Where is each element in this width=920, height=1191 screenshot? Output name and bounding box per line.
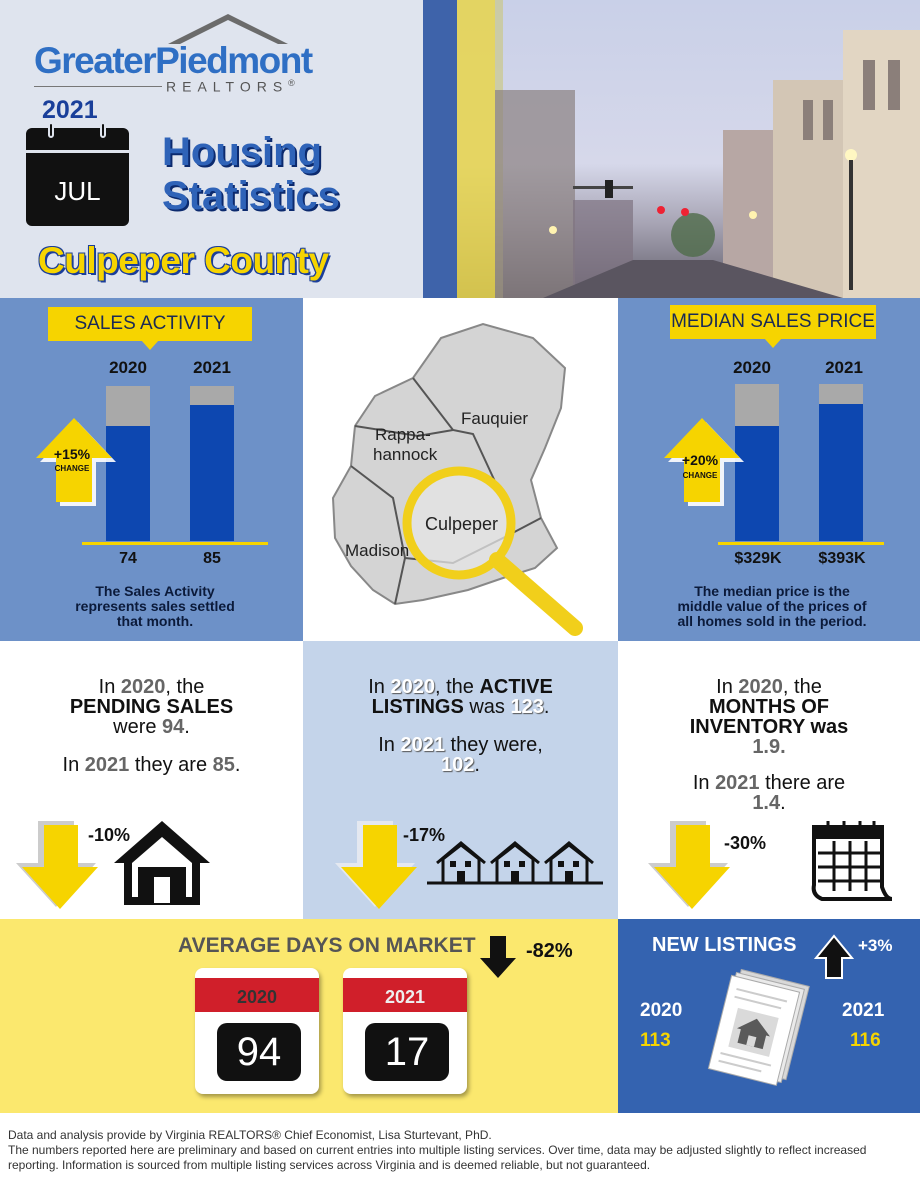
- map-label-rappa: Rappa-: [375, 425, 431, 444]
- dom-calendar-2020: 2020 94: [195, 968, 319, 1094]
- median-bar-2020: [735, 384, 779, 541]
- new-listings-title: NEW LISTINGS: [652, 934, 797, 956]
- median-change-pct: +20%: [681, 452, 719, 468]
- dom-pct: -82%: [526, 940, 573, 962]
- median-price-tag: MEDIAN SALES PRICE: [670, 305, 876, 348]
- median-value-2021: $393K: [818, 550, 866, 567]
- pending-pct: -10%: [88, 825, 131, 845]
- page-title: Housing Statistics: [162, 130, 340, 218]
- sales-year-2020: 2020: [109, 358, 147, 377]
- brand-divider: [34, 86, 162, 87]
- houses-icon: [427, 841, 603, 885]
- sales-baseline: [82, 542, 268, 545]
- sales-note: The Sales Activity represents sales settl…: [75, 583, 235, 629]
- listing-document-icon: [707, 968, 810, 1087]
- active-listings-panel: In 2020, the ACTIVE LISTINGS was 123. In…: [303, 641, 618, 919]
- report-month: JUL: [54, 176, 101, 206]
- sales-activity-tag: SALES ACTIVITY: [48, 307, 252, 350]
- down-arrow-icon: [16, 821, 98, 909]
- median-price-panel: MEDIAN SALES PRICE 2020 2021 $329K $393K…: [618, 298, 920, 641]
- median-year-2021: 2021: [825, 358, 863, 377]
- months-text: In 2020, the MONTHS OF INVENTORY was 1.9…: [689, 676, 849, 814]
- house-icon: [114, 821, 210, 905]
- new-value-2021: 116: [850, 1030, 881, 1051]
- sales-change-label: CHANGE: [54, 464, 90, 473]
- new-listings-pct: +3%: [858, 936, 893, 955]
- dom-title: AVERAGE DAYS ON MARKET: [178, 934, 476, 957]
- down-arrow-icon: [480, 936, 516, 978]
- county-map-panel: Fauquier Rappa- hannock Madison Culpeper: [303, 298, 618, 641]
- median-value-2020: $329K: [734, 550, 782, 567]
- up-arrow-icon: [36, 418, 116, 506]
- calendar-grid-icon: [811, 821, 892, 901]
- dom-calendar-2021: 2021 17: [343, 968, 467, 1094]
- active-pct: -17%: [403, 825, 446, 845]
- dom-value-2020: 94: [217, 1023, 301, 1081]
- county-name: Culpeper County: [38, 240, 329, 281]
- dom-value-2021: 17: [365, 1023, 449, 1081]
- new-value-2020: 113: [640, 1030, 671, 1051]
- active-text: In 2020, the ACTIVE LISTINGS was 123. In…: [368, 676, 553, 776]
- logo-roof-icon: [168, 14, 288, 44]
- new-year-2021: 2021: [842, 1000, 885, 1021]
- down-arrow-icon: [335, 821, 417, 909]
- dom-year-2021: 2021: [343, 978, 467, 1012]
- street-photo: [423, 0, 920, 298]
- new-year-2020: 2020: [640, 1000, 683, 1021]
- map-label-hannock: hannock: [373, 445, 438, 464]
- sales-activity-panel: SALES ACTIVITY 2020 2021 74 85 +15% CHAN…: [0, 298, 303, 641]
- brand-name: GreaterPiedmont: [34, 40, 313, 81]
- sales-bar-2020: [106, 386, 150, 541]
- up-arrow-icon: [664, 418, 744, 506]
- map-label-culpeper: Culpeper: [425, 514, 498, 534]
- pending-sales-panel: In 2020, the PENDING SALES were 94. In 2…: [0, 641, 303, 919]
- sales-value-2021: 85: [203, 550, 221, 567]
- up-arrow-icon: [814, 934, 854, 979]
- down-arrow-icon: [648, 821, 730, 909]
- magnifier-icon: [402, 466, 516, 580]
- months-inventory-panel: In 2020, the MONTHS OF INVENTORY was 1.9…: [618, 641, 920, 919]
- calendar-icon: JUL: [26, 122, 129, 226]
- sales-change-pct: +15%: [53, 446, 91, 462]
- footer-disclaimer: Data and analysis provide by Virginia RE…: [8, 1128, 867, 1172]
- sales-bar-2021: [190, 386, 234, 541]
- pending-text: In 2020, the PENDING SALES were 94. In 2…: [62, 676, 241, 776]
- median-bar-2021: [819, 384, 863, 541]
- dom-year-2020: 2020: [195, 978, 319, 1012]
- median-change-label: CHANGE: [682, 471, 718, 480]
- report-year: 2021: [42, 96, 98, 124]
- sales-year-2021: 2021: [193, 358, 231, 377]
- months-pct: -30%: [724, 833, 767, 853]
- median-baseline: [718, 542, 884, 545]
- median-note: The median price is the middle value of t…: [677, 583, 867, 629]
- median-year-2020: 2020: [733, 358, 771, 377]
- county-map: Fauquier Rappa- hannock Madison Culpeper: [331, 322, 583, 636]
- brand-sub: REALTORS®: [166, 78, 295, 95]
- map-label-madison: Madison: [345, 541, 409, 560]
- map-label-fauquier: Fauquier: [461, 409, 528, 428]
- sales-value-2020: 74: [119, 550, 137, 567]
